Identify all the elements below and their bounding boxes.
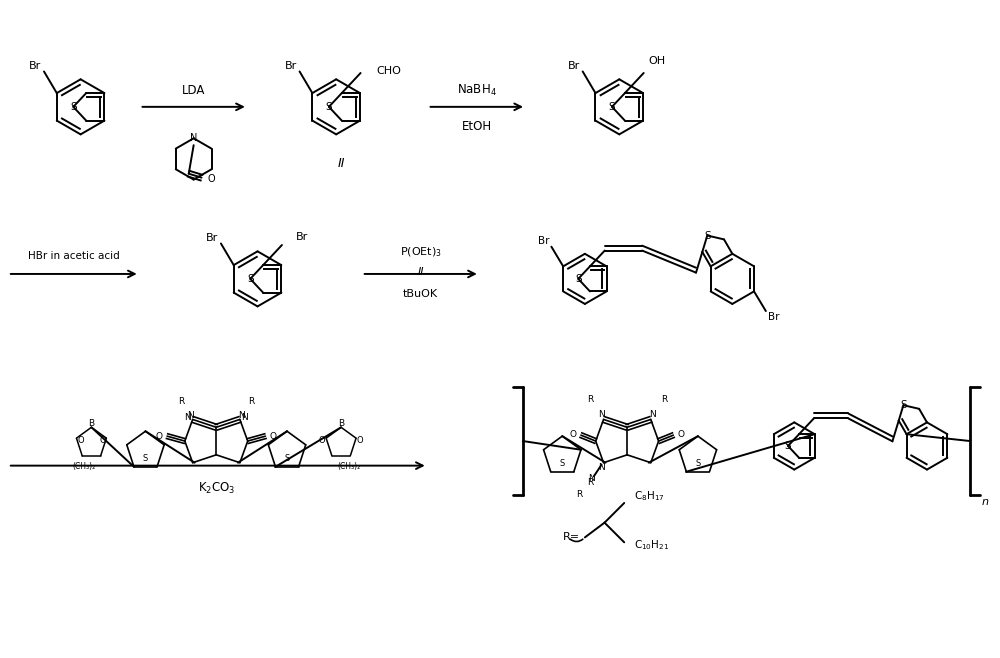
Text: S: S — [247, 274, 254, 284]
Text: O: O — [77, 436, 84, 445]
Text: R: R — [587, 395, 593, 404]
Text: OH: OH — [649, 56, 666, 66]
Text: C$_8$H$_{17}$: C$_8$H$_{17}$ — [634, 489, 665, 503]
Text: B: B — [338, 419, 344, 428]
Text: R=: R= — [563, 532, 580, 542]
Text: O: O — [570, 430, 577, 439]
Text: tBuOK: tBuOK — [403, 289, 438, 299]
Text: (CH₃)₂: (CH₃)₂ — [72, 462, 95, 471]
Text: N: N — [598, 463, 605, 472]
Text: N: N — [588, 474, 595, 483]
Text: S: S — [284, 454, 290, 463]
Text: S: S — [326, 102, 332, 112]
Text: CHO: CHO — [376, 66, 401, 76]
Text: S: S — [900, 400, 907, 410]
Text: Br: Br — [568, 61, 580, 70]
Text: O: O — [156, 432, 163, 441]
Text: (CH₃)₂: (CH₃)₂ — [337, 462, 361, 471]
Text: S: S — [70, 102, 77, 112]
Text: II: II — [337, 157, 345, 170]
Text: S: S — [560, 459, 565, 468]
Text: S: S — [695, 459, 701, 468]
Text: P(OEt)$_3$: P(OEt)$_3$ — [400, 245, 442, 259]
Text: S: S — [609, 102, 615, 112]
Text: R: R — [661, 395, 668, 404]
Text: N: N — [598, 410, 605, 419]
Text: EtOH: EtOH — [462, 120, 492, 133]
Text: N: N — [184, 413, 191, 422]
Text: S: S — [143, 454, 148, 463]
Text: O: O — [208, 174, 215, 184]
Text: K$_2$CO$_3$: K$_2$CO$_3$ — [198, 481, 235, 495]
Text: R: R — [249, 397, 255, 406]
Text: R: R — [576, 490, 582, 499]
Text: O: O — [319, 436, 326, 445]
Text: Br: Br — [768, 312, 779, 322]
Text: C$_{10}$H$_{21}$: C$_{10}$H$_{21}$ — [634, 538, 669, 552]
Text: N: N — [187, 411, 194, 420]
Text: B: B — [88, 419, 94, 428]
Text: Br: Br — [296, 232, 308, 242]
Text: NaBH$_4$: NaBH$_4$ — [457, 83, 497, 97]
Text: Br: Br — [538, 236, 549, 246]
Text: N: N — [190, 134, 197, 143]
Text: R: R — [178, 397, 184, 406]
Text: S: S — [785, 441, 791, 451]
Text: N: N — [238, 411, 245, 420]
Text: N: N — [241, 413, 248, 422]
Text: LDA: LDA — [182, 84, 205, 97]
Text: Br: Br — [29, 61, 41, 70]
Text: HBr in acetic acid: HBr in acetic acid — [28, 251, 120, 261]
Text: O: O — [678, 430, 685, 439]
Text: S: S — [575, 274, 582, 284]
Text: O: O — [99, 436, 106, 445]
Text: S: S — [704, 230, 711, 241]
Text: O: O — [357, 436, 363, 445]
Text: Br: Br — [285, 61, 297, 70]
Text: II: II — [417, 267, 424, 277]
Text: R: R — [587, 478, 593, 487]
Text: Br: Br — [206, 232, 218, 243]
Text: O: O — [270, 432, 277, 441]
Text: N: N — [649, 410, 656, 419]
Text: n: n — [981, 497, 988, 507]
